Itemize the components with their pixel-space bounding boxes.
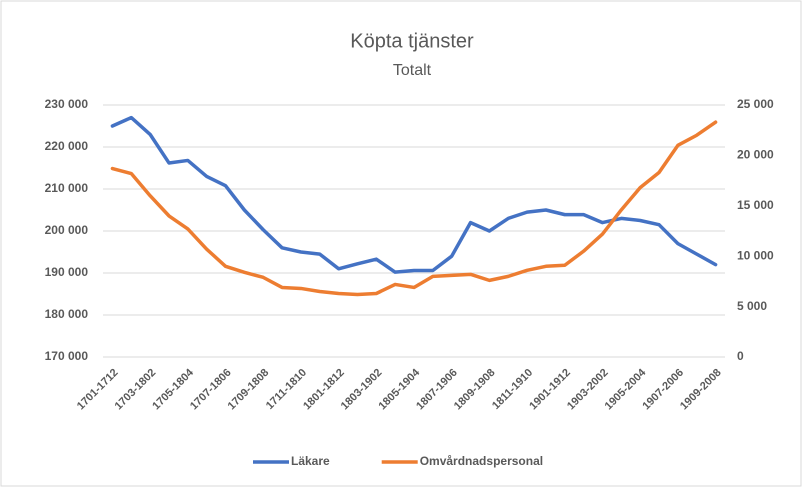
line-series [110, 120, 718, 297]
y-tick-label: 190 000 [45, 265, 89, 279]
y2-tick-label: 10 000 [737, 248, 774, 262]
y-tick-label: 200 000 [45, 223, 89, 237]
y-tick-label: 220 000 [45, 139, 89, 153]
y-tick-label: 170 000 [45, 349, 89, 363]
legend-label: Omvårdnadspersonal [420, 454, 543, 468]
chart-title: Köpta tjänster [350, 30, 474, 52]
y2-tick-label: 15 000 [737, 198, 774, 212]
y2-tick-label: 20 000 [737, 148, 774, 162]
y2-tick-label: 5 000 [737, 299, 767, 313]
y-tick-label: 210 000 [45, 181, 89, 195]
y-tick-label: 180 000 [45, 307, 89, 321]
y2-tick-label: 25 000 [737, 97, 774, 111]
legend-label: Läkare [291, 454, 330, 468]
chart-subtitle: Totalt [393, 62, 432, 79]
y-tick-label: 230 000 [45, 97, 89, 111]
y2-tick-label: 0 [737, 349, 744, 363]
